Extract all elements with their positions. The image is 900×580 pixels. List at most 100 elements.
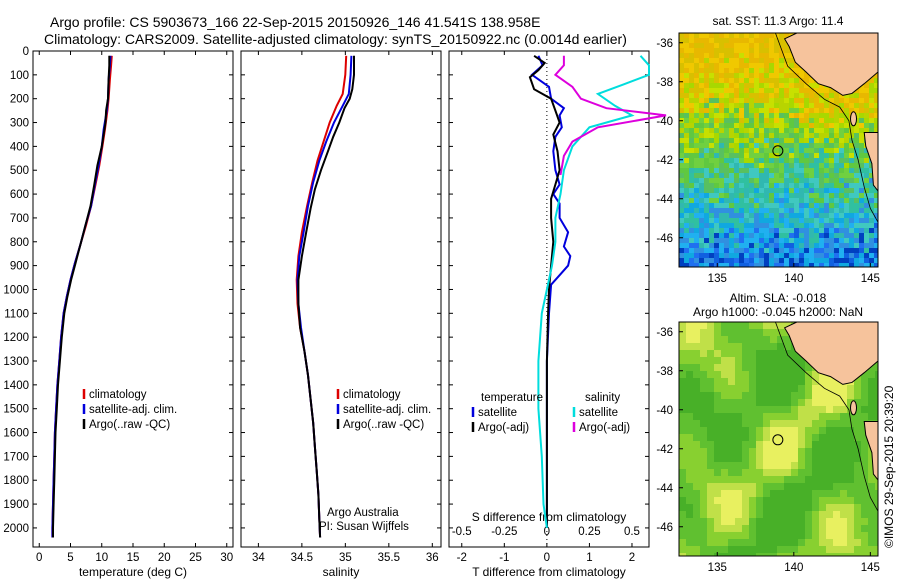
x-tick-label: 36 (426, 552, 439, 564)
map-cell (735, 364, 743, 372)
map-cell (686, 497, 694, 505)
map-cell (679, 158, 685, 164)
credit-text: ©IMOS 29-Sep-2015 20:39:20 (882, 385, 896, 548)
map-cell (704, 148, 710, 154)
map-cell (809, 183, 815, 189)
map-cell (699, 208, 705, 214)
map-cell (784, 525, 792, 533)
map-cell (789, 63, 795, 69)
map-cell (874, 128, 878, 134)
map-cell (694, 93, 700, 99)
map-cell (869, 178, 875, 184)
map-cell (719, 133, 725, 139)
map-cell (784, 158, 790, 164)
map-cell (784, 228, 790, 234)
map-cell (774, 43, 780, 49)
map-cell (824, 108, 830, 114)
map-cell (819, 228, 825, 234)
map-cell (824, 178, 830, 184)
map-cell (714, 462, 722, 470)
map-cell (719, 163, 725, 169)
map-cell (859, 128, 865, 134)
map-cell (735, 539, 743, 547)
map-cell (749, 58, 755, 64)
map-cell (734, 238, 740, 244)
map-cell (770, 476, 778, 484)
map-cell (777, 413, 785, 421)
map-cell (859, 153, 865, 159)
map-cell (875, 546, 878, 554)
landmass-tasmania (863, 420, 878, 481)
map-cell (756, 420, 764, 428)
map-cell (739, 38, 745, 44)
map-cell (694, 103, 700, 109)
map-cell (764, 178, 770, 184)
map-cell (777, 518, 785, 526)
map-cell (774, 123, 780, 129)
map-cell (840, 441, 848, 449)
map-cell (854, 88, 860, 94)
map-cell (769, 38, 775, 44)
map-cell (709, 73, 715, 79)
map-cell (779, 38, 785, 44)
map-cell (798, 448, 806, 456)
legend-label: Argo(-adj) (579, 422, 630, 434)
map-cell (799, 208, 805, 214)
map-cell (804, 88, 810, 94)
map-cell (749, 218, 755, 224)
map-cell (694, 48, 700, 54)
map-cell (799, 248, 805, 254)
map-cell (699, 178, 705, 184)
map-cell (700, 434, 708, 442)
map-cell (784, 153, 790, 159)
map-cell (679, 322, 687, 330)
map-cell (724, 198, 730, 204)
map-cell (769, 243, 775, 249)
map-cell (770, 483, 778, 491)
map-cell (854, 138, 860, 144)
map-cell (834, 138, 840, 144)
map-cell (704, 178, 710, 184)
map-cell (714, 48, 720, 54)
map-cell (844, 98, 850, 104)
map-cell (759, 93, 765, 99)
map-cell (735, 329, 743, 337)
map-cell (868, 476, 876, 484)
map-cell (834, 168, 840, 174)
map-cell (819, 173, 825, 179)
map-cell (774, 258, 780, 264)
map-cell (724, 143, 730, 149)
map-cell (704, 33, 710, 39)
map-cell (714, 148, 720, 154)
map-cell (779, 123, 785, 129)
map-cell (744, 228, 750, 234)
map-cell (679, 83, 685, 89)
map-cell (704, 203, 710, 209)
map-cell (798, 539, 806, 547)
map-cell (844, 183, 850, 189)
map-cell (819, 198, 825, 204)
map-cell (868, 406, 876, 414)
map-cell (686, 322, 694, 330)
map-cell (799, 103, 805, 109)
map-cell (684, 238, 690, 244)
map-cell (804, 173, 810, 179)
map-cell (699, 203, 705, 209)
map-cell (812, 546, 820, 554)
map-cell (707, 504, 715, 512)
map-cell (784, 455, 792, 463)
map-cell (721, 546, 729, 554)
map-cell (734, 173, 740, 179)
map-cell (784, 123, 790, 129)
map-cell (742, 420, 750, 428)
map-cell (756, 518, 764, 526)
map-cell (728, 462, 736, 470)
map-cell (774, 203, 780, 209)
map-cell (798, 504, 806, 512)
map-cell (824, 223, 830, 229)
map-cell (847, 490, 855, 498)
map-cell (875, 364, 878, 372)
map-x-tick-label: 145 (861, 562, 880, 574)
map-cell (744, 158, 750, 164)
